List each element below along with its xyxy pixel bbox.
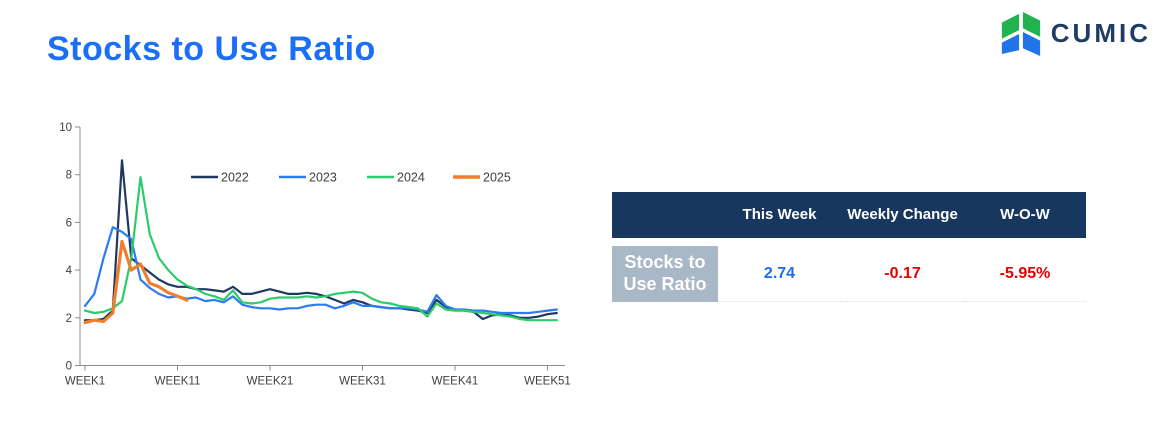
y-tick-label: 6 xyxy=(66,217,72,229)
x-tick-label: WEEK1 xyxy=(65,376,105,388)
legend-label-2024: 2024 xyxy=(397,171,425,185)
legend-label-2023: 2023 xyxy=(309,171,337,185)
line-chart-canvas: 0 2 4 6 8 10 WEEK1 WEEK11 WEEK21 WEEK31 WEEK41 WEEK… xyxy=(59,122,570,388)
value-weekly-change: -0.17 xyxy=(841,246,964,302)
y-tick-label: 2 xyxy=(66,313,72,325)
logo-wordmark: CUMIC xyxy=(1050,17,1151,48)
x-tick-label: WEEK51 xyxy=(524,376,570,388)
row-label-stocks-to-use-ratio: Stocks to Use Ratio xyxy=(612,246,718,302)
table-header-wow: W-O-W xyxy=(1000,206,1050,224)
table-row: Stocks to Use Ratio 2.74 -0.17 -5.95% xyxy=(612,246,1086,302)
page-title: Stocks to Use Ratio xyxy=(47,30,376,68)
table-header-this-week: This Week xyxy=(742,206,817,224)
series-2023-line xyxy=(83,226,558,315)
summary-table: This Week Weekly Change W-O-W Stocks to … xyxy=(612,192,1086,302)
x-tick-label: WEEK31 xyxy=(339,376,386,388)
series-2024-line xyxy=(83,175,558,322)
y-tick-label: 4 xyxy=(66,265,73,277)
cumic-logo-icon xyxy=(1001,11,1040,56)
y-tick-label: 8 xyxy=(66,170,72,182)
stocks-to-use-ratio-chart: 0 2 4 6 8 10 WEEK1 WEEK11 WEEK21 WEEK31 WEEK41 WEEK… xyxy=(55,115,570,400)
table-header-row: This Week Weekly Change W-O-W xyxy=(612,192,1086,238)
logo-leaf-top-left xyxy=(1001,13,1019,39)
legend-label-2025: 2025 xyxy=(483,171,511,185)
cumic-logo: CUMIC xyxy=(999,10,1151,56)
x-tick-label: WEEK11 xyxy=(155,376,201,388)
series-2025-line xyxy=(83,239,189,325)
x-tick-label: WEEK21 xyxy=(247,376,294,388)
logo-leaf-top-right xyxy=(1022,11,1040,37)
value-this-week: 2.74 xyxy=(718,246,841,302)
x-tick-label: WEEK41 xyxy=(432,376,479,388)
value-wow: -5.95% xyxy=(964,246,1086,302)
y-tick-label: 0 xyxy=(66,361,72,373)
y-tick-label: 10 xyxy=(59,122,72,134)
logo-leaf-bottom-right xyxy=(1022,32,1040,56)
legend-label-2022: 2022 xyxy=(221,171,249,185)
series-2022-line xyxy=(83,159,558,322)
table-header-weekly-change: Weekly Change xyxy=(847,206,958,224)
logo-leaf-bottom-left xyxy=(1001,33,1019,55)
